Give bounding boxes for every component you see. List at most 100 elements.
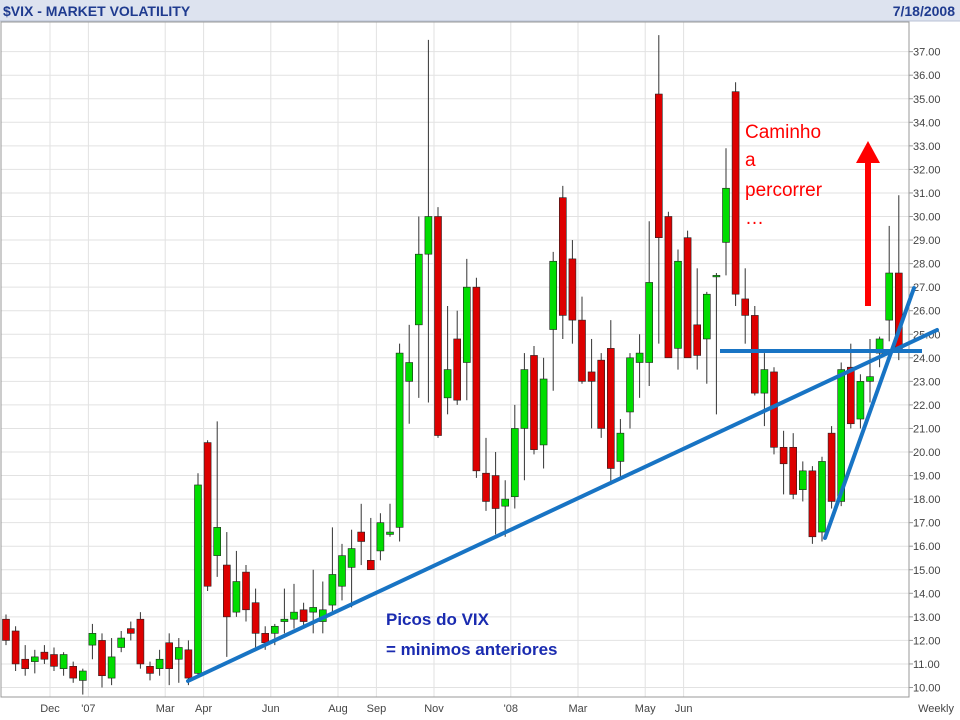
- candle-body-down: [146, 666, 154, 674]
- candle-body-down: [223, 564, 231, 618]
- candle: [654, 35, 663, 344]
- x-tick-label: Jun: [262, 703, 280, 715]
- candle: [376, 513, 385, 561]
- candle: [30, 649, 39, 674]
- candle-body-up: [338, 555, 346, 587]
- candle: [155, 649, 164, 676]
- candle: [69, 661, 77, 683]
- y-tick-label: 21.00: [913, 423, 941, 435]
- candle-body-down: [808, 470, 817, 538]
- candle-body-up: [798, 470, 807, 490]
- candle-body-down: [568, 258, 577, 321]
- header-bar: [0, 0, 960, 21]
- candle-body-up: [616, 432, 625, 462]
- candle-body-up: [856, 381, 865, 420]
- candle: [184, 640, 193, 686]
- y-axis-ticks: 10.00 11.00 12.00 13.00 14.00 15.00 16.00 17.00…: [909, 47, 941, 695]
- candle-body-down: [357, 531, 366, 542]
- candle-body-up: [290, 611, 298, 620]
- y-tick-label: 29.00: [913, 235, 941, 247]
- x-tick-label: Jun: [675, 703, 693, 715]
- candle-body-up: [328, 574, 337, 606]
- candle-body-down: [251, 602, 260, 634]
- candle: [11, 626, 20, 672]
- candle-body-down: [731, 91, 740, 295]
- candle-body-down: [482, 472, 490, 502]
- candle: [770, 367, 778, 455]
- candle-body-down: [558, 197, 567, 316]
- candle-body-up: [501, 498, 510, 507]
- candle-layer: [2, 35, 903, 695]
- candle-body-down: [779, 446, 788, 465]
- y-tick-label: 11.00: [913, 659, 940, 671]
- candle: [674, 249, 682, 370]
- candle-body-up: [443, 369, 452, 399]
- candle-body-up: [386, 531, 394, 535]
- candle: [280, 588, 289, 634]
- candle-body-down: [434, 216, 442, 436]
- candle-body-down: [530, 355, 538, 450]
- candle-body-up: [117, 637, 125, 648]
- candle: [98, 633, 106, 688]
- path-text-line-1: Caminho: [745, 122, 821, 143]
- y-tick-label: 10.00: [913, 683, 941, 695]
- candle: [789, 433, 798, 500]
- candle: [722, 148, 730, 276]
- candle: [846, 343, 855, 429]
- x-tick-label: May: [635, 703, 656, 715]
- chart-title: $VIX - MARKET VOLATILITY: [3, 3, 191, 19]
- candle-body-up: [635, 352, 644, 363]
- x-tick-label: '08: [504, 703, 518, 715]
- candle: [606, 320, 615, 485]
- candle: [203, 440, 212, 591]
- y-tick-label: 15.00: [913, 565, 941, 577]
- y-tick-label: 18.00: [913, 494, 941, 506]
- candle-body-down: [789, 446, 798, 495]
- candle: [194, 473, 202, 679]
- candle: [491, 452, 500, 535]
- x-tick-label: Nov: [424, 703, 444, 715]
- candle-body-up: [414, 253, 423, 326]
- candle-body-down: [664, 216, 673, 359]
- path-text-line-3: percorrer: [745, 180, 823, 201]
- candle-body-up: [760, 369, 769, 394]
- long-support-trendline: [186, 328, 939, 683]
- candle-body-up: [213, 527, 221, 556]
- x-tick-label: Apr: [195, 703, 212, 715]
- note-line-2: = minimos anteriores: [386, 640, 557, 659]
- candle: [117, 630, 125, 653]
- candle: [664, 211, 673, 359]
- candle-body-down: [750, 315, 759, 394]
- candle-body-up: [88, 633, 97, 646]
- candle-body-down: [261, 633, 270, 644]
- candle-body-up: [674, 260, 682, 349]
- candle: [597, 353, 606, 438]
- candle-body-down: [587, 371, 596, 382]
- candle-body-up: [405, 362, 414, 382]
- candle: [635, 334, 644, 398]
- x-axis-ticks: Dec '07 Mar Apr Jun Aug Sep Nov '08 Mar May Jun: [40, 703, 692, 715]
- candle-body-up: [645, 282, 654, 363]
- candle: [501, 480, 510, 537]
- candle: [146, 661, 154, 681]
- candle-body-down: [136, 618, 145, 665]
- candle: [885, 225, 894, 342]
- candle: [175, 638, 183, 683]
- candle: [693, 268, 702, 370]
- candle: [683, 230, 692, 359]
- candle: [424, 39, 433, 403]
- candle-body-down: [98, 640, 106, 677]
- x-tick-label: Aug: [328, 703, 348, 715]
- candle-body-up: [194, 484, 202, 674]
- candle: [798, 461, 807, 502]
- x-tick-label: Sep: [367, 703, 387, 715]
- candle-body-down: [683, 237, 692, 359]
- candle: [165, 633, 173, 686]
- x-tick-label: '07: [81, 703, 95, 715]
- candle: [290, 583, 298, 629]
- candle: [482, 437, 490, 511]
- candle: [127, 621, 135, 641]
- y-tick-label: 16.00: [913, 541, 941, 553]
- candle: [357, 503, 366, 566]
- y-tick-label: 17.00: [913, 518, 941, 530]
